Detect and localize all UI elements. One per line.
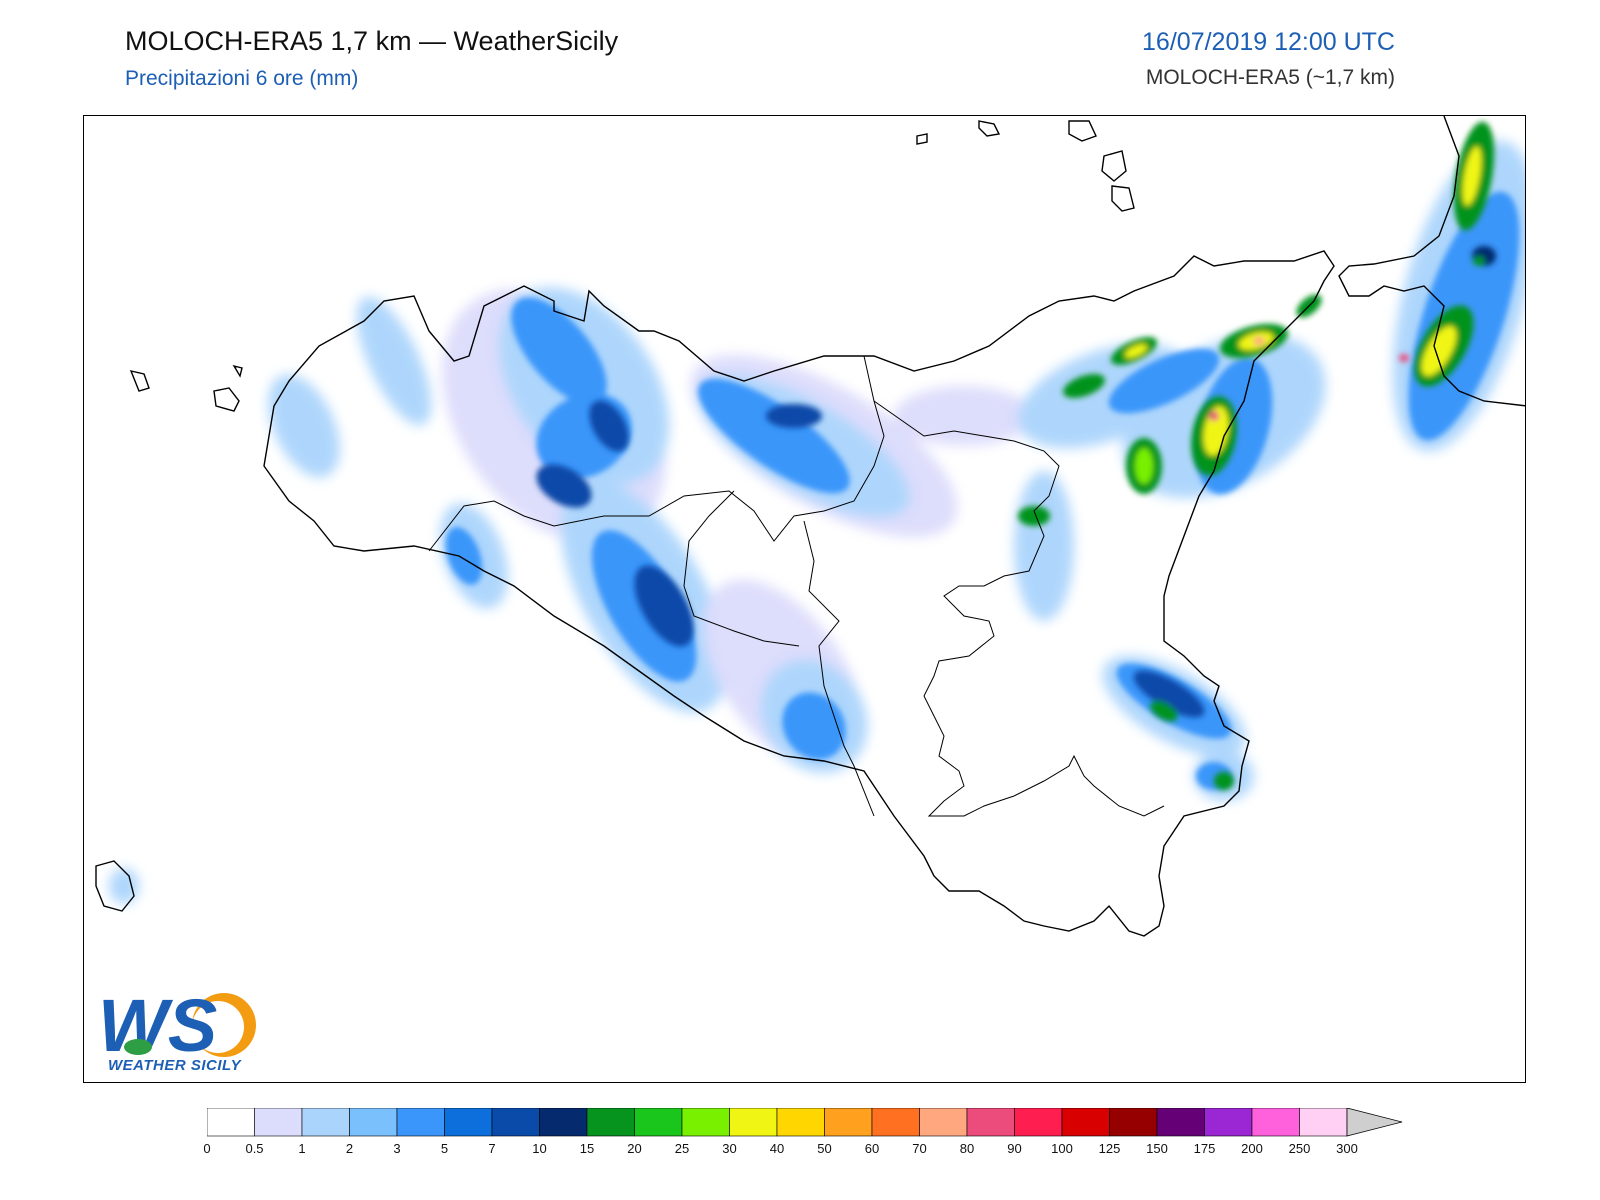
colorbar-bin <box>824 1108 873 1137</box>
weathersicily-logo: WS <box>96 984 256 1075</box>
colorbar-tick-label: 20 <box>627 1141 642 1156</box>
colorbar-bin <box>776 1108 825 1137</box>
colorbar-tick-label: 250 <box>1288 1141 1311 1156</box>
colorbar-tick-label: 25 <box>674 1141 690 1156</box>
pantelleria <box>95 860 135 912</box>
colorbar-tick-label: 30 <box>722 1141 737 1156</box>
colorbar-bin <box>396 1108 445 1137</box>
colorbar-bin <box>729 1108 778 1137</box>
map-svg <box>95 116 1525 937</box>
colorbar-ticks: 0 0.5 1 2 3 5 7 10 15 20 25 30 40 50 60 70 80 90 100 125 150… <box>203 1141 1407 1157</box>
colorbar-tick-label: 3 <box>393 1141 401 1156</box>
colorbar-tick-label: 15 <box>579 1141 595 1156</box>
map-title: MOLOCH-ERA5 1,7 km — WeatherSicily <box>125 26 619 56</box>
precip-field-light <box>109 140 1525 904</box>
colorbar-bin <box>1204 1108 1253 1137</box>
logo-letters: WS <box>98 985 217 1065</box>
colorbar-tick-label: 10 <box>532 1141 547 1156</box>
colorbar-bin <box>349 1108 398 1137</box>
logo-mark: WS <box>98 984 256 1067</box>
colorbar-tick-label: 175 <box>1193 1141 1216 1156</box>
colorbar-bin <box>1109 1108 1158 1137</box>
colorbar-tick-label: 40 <box>769 1141 785 1156</box>
sicily-coastline <box>263 250 1335 937</box>
colorbar-tick-label: 60 <box>864 1141 880 1156</box>
colorbar-bin <box>1061 1108 1110 1137</box>
colorbar-bin <box>919 1108 968 1137</box>
colorbar-bin <box>634 1108 683 1137</box>
colorbar-tick-label: 200 <box>1241 1141 1263 1156</box>
colorbar-extend-arrow <box>1346 1108 1403 1137</box>
precip-field-heavy <box>536 121 1496 790</box>
egadi-islands <box>129 364 243 412</box>
colorbar-bin <box>1014 1108 1063 1137</box>
colorbar-tick-label: 0.5 <box>245 1141 264 1156</box>
colorbar-bin <box>586 1108 635 1137</box>
colorbar-bin <box>1251 1108 1300 1137</box>
colorbar-tick-label: 100 <box>1051 1141 1073 1156</box>
colorbar-bin <box>254 1108 303 1137</box>
calabria-coastline <box>1338 116 1525 407</box>
colorbar-bin <box>207 1108 255 1137</box>
colorbar-bin <box>539 1108 588 1137</box>
colorbar-tick-label: 0 <box>203 1141 211 1156</box>
colorbar-tick-label: 150 <box>1146 1141 1168 1156</box>
colorbar-tick-label: 5 <box>440 1141 449 1156</box>
valid-datetime: 16/07/2019 12:00 UTC <box>1142 28 1395 56</box>
colorbar-bin <box>491 1108 540 1137</box>
aeolian-islands <box>916 120 1135 212</box>
colorbar-tick-label: 125 <box>1098 1141 1121 1156</box>
map-subtitle: Precipitazioni 6 ore (mm) <box>125 67 359 90</box>
colorbar-svg <box>207 1108 1403 1137</box>
province-borders <box>428 355 1165 817</box>
colorbar-tick-label: 80 <box>959 1141 975 1156</box>
colorbar-tick-label: 300 <box>1336 1141 1358 1156</box>
colorbar-tick-label: 50 <box>817 1141 832 1156</box>
colorbar-tick-label: 90 <box>1007 1141 1022 1156</box>
colorbar-bin <box>966 1108 1015 1137</box>
colorbar-bin <box>1299 1108 1348 1137</box>
colorbar-tick-label: 1 <box>298 1141 306 1156</box>
precipitation-map <box>83 115 1526 1083</box>
colorbar-bin <box>871 1108 920 1137</box>
model-label: MOLOCH-ERA5 (~1,7 km) <box>1145 66 1395 89</box>
logo-name: WEATHER SICILY <box>108 1057 242 1074</box>
colorbar-bin <box>681 1108 730 1137</box>
colorbar-tick-label: 7 <box>488 1141 496 1156</box>
colorbar-bin <box>444 1108 493 1137</box>
colorbar-tick-label: 2 <box>345 1141 354 1156</box>
coastlines <box>95 116 1525 937</box>
colorbar-bin <box>301 1108 350 1137</box>
colorbar-bin <box>1156 1108 1205 1137</box>
colorbar-tick-label: 70 <box>912 1141 927 1156</box>
